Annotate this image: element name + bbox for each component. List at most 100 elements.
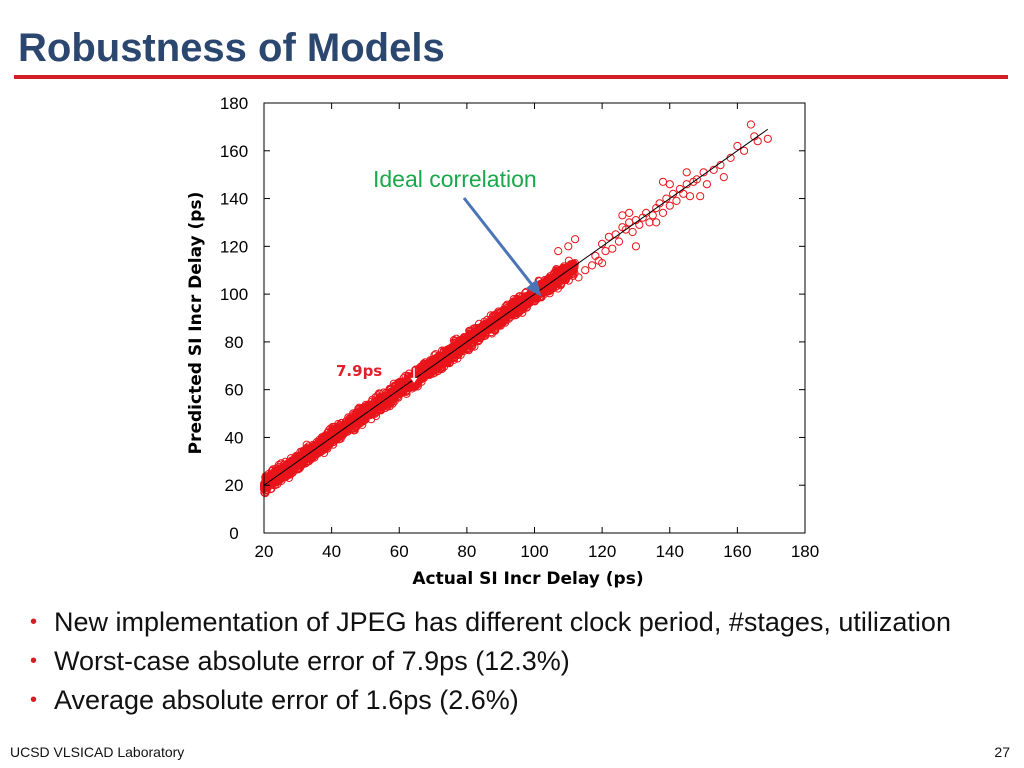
bullet-item: • New implementation of JPEG has differen… (30, 607, 951, 637)
data-point (311, 443, 320, 452)
data-point (438, 359, 447, 368)
data-point (571, 235, 580, 244)
data-point (561, 274, 571, 283)
data-point (435, 351, 444, 360)
data-point (486, 321, 495, 330)
data-point (631, 242, 641, 251)
y-tick-label: 120 (220, 237, 248, 256)
data-point (518, 296, 528, 306)
data-point (303, 445, 312, 454)
data-point (266, 475, 275, 484)
x-tick-label: 140 (656, 542, 684, 561)
data-point (502, 309, 511, 318)
data-point (568, 264, 578, 273)
data-point (546, 284, 555, 293)
y-tick-label: 0 (229, 524, 238, 543)
data-point (395, 377, 404, 387)
data-point (495, 313, 504, 322)
y-tick-label: 80 (225, 333, 244, 352)
data-point (269, 475, 278, 484)
y-tick-label: 180 (220, 94, 248, 113)
ideal-correlation-arrow (462, 197, 536, 288)
data-point (383, 401, 392, 410)
data-point (288, 468, 297, 477)
slide-title: Robustness of Models (18, 26, 445, 70)
data-point (304, 450, 314, 459)
y-tick-label: 140 (220, 190, 248, 209)
data-point (469, 338, 478, 347)
data-point (418, 374, 427, 383)
data-point (473, 331, 482, 341)
data-point (377, 403, 386, 412)
worst-error-label: 7.9ps (336, 362, 383, 380)
data-point (516, 307, 525, 316)
ideal-correlation-arrowhead (525, 279, 542, 297)
data-point (556, 273, 565, 282)
data-point (719, 173, 728, 182)
chart-svg: 20 40 60 80 100 120 140 160 180 0 20 40 60 80 100 120 14… (220, 94, 819, 561)
data-point (275, 470, 284, 479)
data-point (763, 134, 772, 143)
data-point (361, 415, 370, 424)
data-point (564, 242, 573, 251)
x-tick-label: 40 (322, 542, 341, 561)
data-point (554, 247, 563, 256)
data-point (702, 180, 712, 189)
data-point (598, 259, 607, 268)
bullet-dot-icon: • (30, 611, 38, 633)
data-point (733, 141, 742, 151)
data-point (364, 408, 373, 417)
data-point (658, 208, 668, 217)
data-point (753, 137, 762, 146)
y-tick-label: 60 (225, 381, 244, 400)
data-point (601, 247, 610, 256)
data-point (516, 301, 525, 310)
data-point (320, 436, 329, 445)
page-number: 27 (994, 744, 1010, 760)
data-point (696, 192, 705, 201)
data-point (658, 177, 668, 186)
axis-ticks: 20 40 60 80 100 120 140 160 180 0 20 40 60 80 100 120 14… (220, 94, 819, 561)
data-point (337, 427, 346, 436)
bullet-list: • New implementation of JPEG has differen… (28, 606, 988, 723)
bullet-item: • Average absolute error of 1.6ps (2.6%) (30, 685, 519, 715)
data-point (389, 394, 398, 403)
data-point (475, 335, 484, 345)
data-point (514, 308, 523, 317)
data-point (401, 371, 410, 380)
data-point (298, 449, 307, 458)
data-point (498, 318, 507, 327)
data-point (437, 364, 447, 374)
data-point (337, 419, 346, 428)
data-point (665, 180, 674, 189)
data-point (323, 435, 332, 444)
data-point (740, 146, 749, 155)
x-tick-label: 160 (723, 542, 751, 561)
data-point (450, 341, 460, 351)
data-point (665, 201, 674, 210)
data-point (451, 347, 460, 356)
data-point (565, 263, 574, 272)
data-point (645, 218, 654, 227)
data-point (300, 450, 309, 459)
data-point (437, 356, 446, 365)
data-point (309, 452, 318, 461)
title-rule (14, 75, 1008, 79)
error-marker-arrowhead (410, 377, 418, 383)
bullet-dot-icon: • (30, 650, 38, 672)
data-point (581, 266, 590, 275)
y-tick-label: 20 (225, 476, 244, 495)
data-point (564, 276, 573, 285)
ideal-correlation-label: Ideal correlation (373, 166, 537, 192)
data-point (554, 279, 563, 288)
data-point (608, 244, 617, 253)
data-point (625, 208, 634, 217)
data-point (614, 237, 624, 246)
y-tick-label: 40 (225, 428, 244, 447)
x-tick-label: 60 (390, 542, 409, 561)
bullet-dot-icon: • (30, 689, 38, 711)
ideal-correlation-line (263, 128, 769, 486)
data-point (652, 218, 661, 227)
data-point (329, 423, 339, 432)
data-point (336, 428, 345, 437)
